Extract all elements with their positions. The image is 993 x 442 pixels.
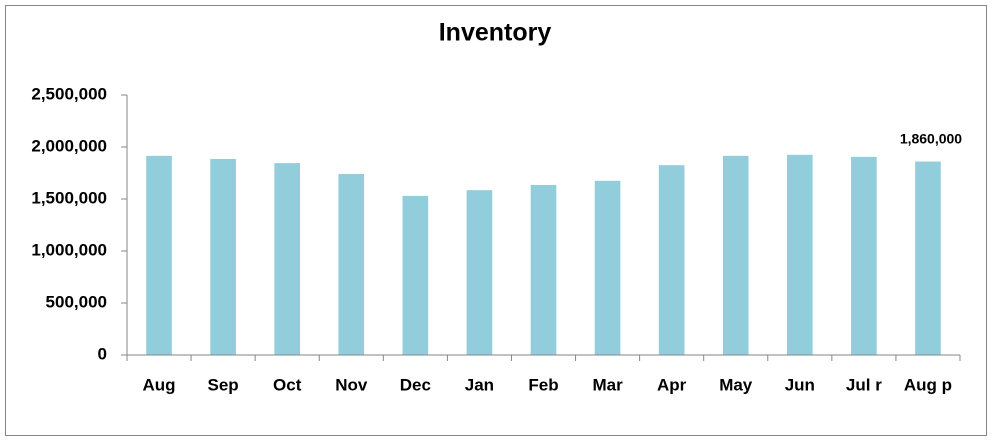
bar: [722, 155, 749, 355]
y-tick-label: 2,000,000: [31, 136, 107, 155]
bar: [402, 195, 429, 355]
x-tick-label: Jun: [785, 375, 815, 394]
bar: [915, 161, 941, 355]
bar: [851, 156, 877, 355]
x-tick-label: Oct: [273, 375, 302, 394]
data-label: 1,860,000: [900, 130, 962, 146]
x-tick-label: Apr: [657, 375, 687, 394]
x-tick-label: Mar: [592, 375, 623, 394]
bar: [466, 190, 493, 355]
x-tick-label: May: [719, 375, 753, 394]
y-tick-label: 2,500,000: [31, 84, 107, 103]
y-tick-label: 0: [98, 344, 107, 363]
bar: [594, 180, 621, 355]
x-tick-label: Feb: [528, 375, 558, 394]
bar: [658, 165, 685, 355]
y-tick-label: 1,500,000: [31, 188, 107, 207]
bar: [786, 154, 813, 355]
y-tick-label: 500,000: [46, 292, 107, 311]
bar: [274, 163, 301, 355]
x-tick-label: Dec: [400, 375, 431, 394]
chart-title: Inventory: [439, 19, 552, 47]
x-tick-label: Jul r: [846, 375, 882, 394]
x-tick-label: Sep: [208, 375, 239, 394]
bar: [146, 155, 172, 355]
bar: [210, 158, 236, 355]
bar: [338, 174, 365, 355]
bar: [530, 184, 557, 355]
x-tick-label: Aug p: [904, 375, 952, 394]
x-tick-label: Jan: [465, 375, 494, 394]
y-tick-label: 1,000,000: [31, 240, 107, 259]
x-tick-label: Nov: [335, 375, 368, 394]
x-tick-label: Aug: [143, 375, 176, 394]
